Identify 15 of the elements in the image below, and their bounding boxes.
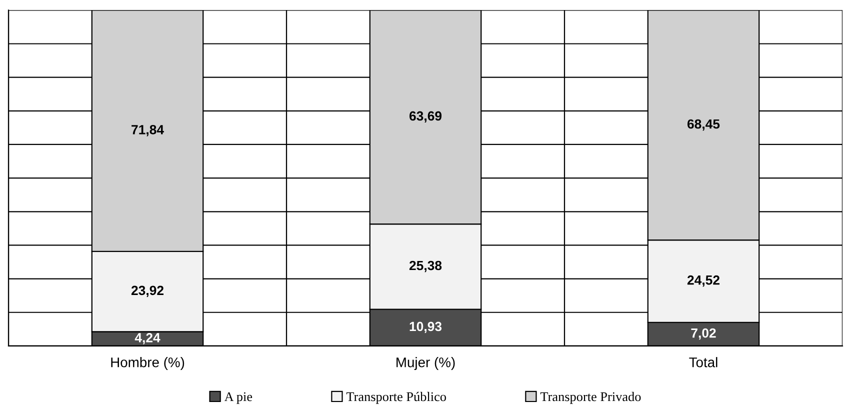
- data-label: 24,52: [687, 275, 720, 287]
- data-label: 10,93: [410, 322, 442, 334]
- legend-label: Transporte Público: [346, 392, 446, 404]
- data-label: 25,38: [409, 260, 442, 272]
- data-label: 7,02: [691, 328, 716, 340]
- x-tick-label: Hombre (%): [111, 357, 184, 370]
- data-label: 68,45: [687, 119, 720, 131]
- data-label: 23,92: [131, 286, 164, 298]
- legend-label: A pie: [224, 392, 252, 404]
- legend-label: Transporte Privado: [540, 392, 641, 404]
- x-tick-label: Mujer (%): [396, 357, 455, 370]
- data-label: 4,24: [134, 333, 160, 344]
- data-label: 63,69: [409, 111, 442, 123]
- data-label: 71,84: [132, 124, 164, 136]
- x-tick-label: Total: [689, 357, 718, 368]
